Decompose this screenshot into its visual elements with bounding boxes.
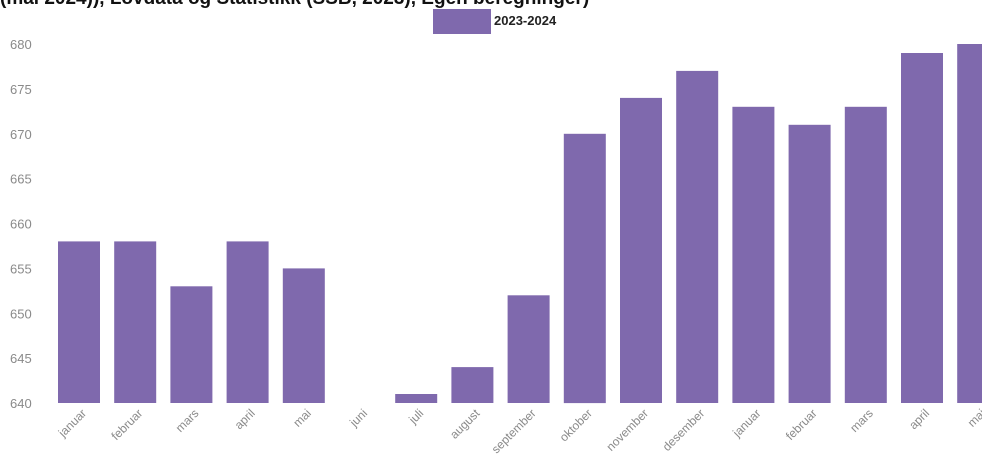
x-tick-label: desember (660, 406, 708, 454)
bar (114, 241, 157, 403)
x-tick-label: august (447, 406, 483, 442)
bar (788, 124, 831, 404)
x-tick-label: mars (847, 406, 876, 435)
bar (451, 367, 494, 403)
bar (226, 241, 269, 403)
x-tick-label: januar (729, 406, 763, 440)
y-tick-label: 675 (10, 82, 32, 97)
bar (507, 295, 550, 403)
x-tick-label: mars (173, 406, 202, 435)
bar (901, 53, 943, 403)
bar (170, 286, 213, 403)
x-tick-label: juli (405, 406, 426, 427)
source-caption: (mai 2024)), Lovdata og Statistikk (SSB,… (0, 0, 589, 10)
bar (676, 70, 719, 404)
y-axis: 640 645 650 655 660 665 670 675 680 (10, 37, 32, 411)
bar (957, 44, 982, 403)
legend-label: 2023-2024 (494, 13, 557, 28)
y-tick-label: 670 (10, 127, 32, 142)
bar (732, 106, 775, 404)
legend-swatch (433, 9, 491, 34)
x-tick-label: mai (965, 406, 982, 430)
y-tick-label: 665 (10, 172, 32, 187)
y-tick-label: 660 (10, 217, 32, 232)
y-tick-label: 650 (10, 306, 32, 321)
y-tick-label: 680 (10, 37, 32, 52)
bar (844, 106, 887, 404)
bar (282, 268, 325, 403)
x-axis: januar februar mars april mai juni juli august s… (55, 406, 982, 456)
legend: 2023-2024 (433, 9, 557, 34)
bar (563, 133, 606, 404)
x-tick-label: april (906, 406, 932, 432)
x-tick-label: mai (290, 406, 314, 430)
bar (620, 97, 662, 404)
x-tick-label: februar (109, 406, 146, 443)
y-tick-label: 655 (10, 261, 32, 276)
x-tick-label: oktober (557, 406, 595, 444)
bars (58, 44, 982, 404)
x-tick-label: januar (55, 406, 89, 440)
x-tick-label: juni (346, 406, 370, 430)
x-tick-label: april (232, 406, 258, 432)
y-tick-label: 645 (10, 351, 32, 366)
bar (395, 394, 438, 403)
bar (58, 241, 100, 403)
y-tick-label: 640 (10, 396, 32, 411)
x-tick-label: februar (783, 406, 820, 443)
x-tick-label: september (489, 406, 539, 456)
x-tick-label: november (603, 406, 651, 454)
